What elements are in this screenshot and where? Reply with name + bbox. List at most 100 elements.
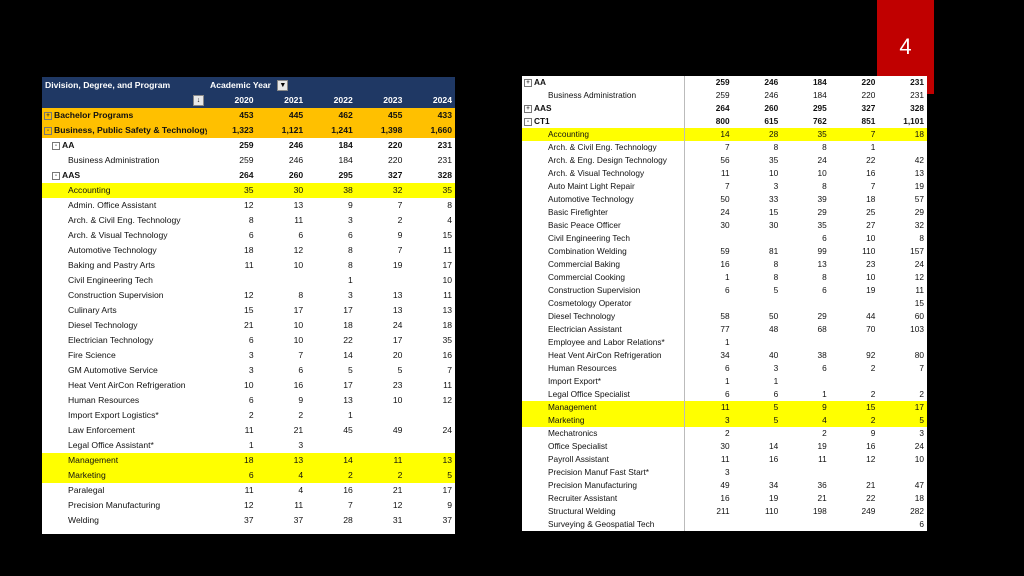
program-label: Mechatronics xyxy=(548,428,598,438)
table-row: Arch. & Eng. Design Technology 56 35 24 22 42 xyxy=(522,154,927,167)
left-pivot-table: Division, Degree, and Program Academic Y… xyxy=(42,77,455,534)
program-label-cell: Precision Manuf Fast Start* xyxy=(522,466,685,479)
value-cell: 2 xyxy=(822,428,827,438)
value-cell xyxy=(684,232,733,245)
program-label: Structural Welding xyxy=(548,506,616,516)
value-cell: 198 xyxy=(812,506,827,516)
sort-icon[interactable]: ↓ xyxy=(193,95,204,107)
value-cell: 56 xyxy=(720,155,730,165)
value-cell xyxy=(733,466,782,479)
program-label-cell: Civil Engineering Tech xyxy=(522,232,685,245)
value-cell: 6 xyxy=(207,468,257,483)
program-label: Civil Engineering Tech xyxy=(548,233,630,243)
program-label-cell: Precision Manufacturing xyxy=(522,479,685,492)
value-cell: 36 xyxy=(817,480,827,490)
value-cell: 11 xyxy=(244,425,254,435)
expand-icon[interactable]: + xyxy=(524,78,532,87)
value-cell: 327 xyxy=(861,103,876,113)
collapse-icon[interactable]: - xyxy=(52,141,60,150)
value-cell: 231 xyxy=(910,77,924,87)
value-cell: 16 xyxy=(293,380,304,390)
value-cell: 259 xyxy=(239,155,254,165)
value-cell: 3 xyxy=(724,467,730,477)
value-cell: 17 xyxy=(343,380,353,390)
value-cell: 8 xyxy=(298,290,304,300)
value-cell xyxy=(356,438,406,453)
header-row-top: Division, Degree, and Program Academic Y… xyxy=(42,77,455,93)
value-cell: 35 xyxy=(768,155,779,165)
value-cell xyxy=(878,375,927,388)
value-cell: 4 xyxy=(781,414,830,427)
program-label-cell: Heat Vent AirCon Refrigeration xyxy=(522,349,685,362)
program-label-cell: Accounting xyxy=(522,128,685,141)
value-cell: 47 xyxy=(914,480,924,490)
program-label: AA xyxy=(534,77,546,87)
program-label: Civil Engineering Tech xyxy=(68,275,153,285)
value-cell: 5 xyxy=(405,468,455,483)
right-pivot-table: + AA 259 246 184 220 231 Business Administratio… xyxy=(522,76,927,531)
program-label: Combination Welding xyxy=(548,246,627,256)
program-label: Electrician Assistant xyxy=(548,324,622,334)
value-cell: 7 xyxy=(397,200,403,210)
collapse-icon[interactable]: - xyxy=(44,126,52,135)
value-cell: 2 xyxy=(355,468,406,483)
program-label-cell: - Business, Public Safety & Technology xyxy=(42,123,207,138)
collapse-icon[interactable]: - xyxy=(524,117,532,126)
program-label-cell: Office Specialist xyxy=(522,440,685,453)
value-cell: 184 xyxy=(812,90,827,100)
table-row: Arch. & Civil Eng. Technology 8 11 3 2 4 xyxy=(42,213,455,228)
value-cell: 1 xyxy=(348,275,353,285)
value-cell: 5 xyxy=(348,365,353,375)
value-cell xyxy=(207,273,257,288)
table-row: Human Resources 6 3 6 2 7 xyxy=(522,362,927,375)
value-cell: 2 xyxy=(870,389,876,399)
value-cell: 45 xyxy=(343,425,353,435)
program-label: Surveying & Geospatial Tech xyxy=(548,519,655,529)
value-cell xyxy=(733,232,782,245)
table-row: Employee and Labor Relations* 1 xyxy=(522,336,927,349)
filter-dropdown-icon[interactable]: ▼ xyxy=(277,80,289,92)
table-row: Fire Science 3 7 14 20 16 xyxy=(42,348,455,363)
program-label-cell: Construction Supervision xyxy=(42,288,207,303)
table-row: Precision Manuf Fast Start* 3 xyxy=(522,466,927,479)
value-cell: 13 xyxy=(817,259,827,269)
program-label: Import Export Logistics* xyxy=(68,410,159,420)
program-label-cell: Arch. & Civil Eng. Technology xyxy=(522,141,685,154)
year-header: 2020 xyxy=(207,93,257,108)
value-cell: 35 xyxy=(442,335,452,345)
value-cell: 12 xyxy=(244,290,254,300)
program-label-cell: Accounting xyxy=(42,183,207,198)
table-row: Automotive Technology 50 33 39 18 57 xyxy=(522,193,927,206)
expand-icon[interactable]: + xyxy=(44,111,52,120)
value-cell: 14 xyxy=(306,453,356,468)
value-cell: 30 xyxy=(768,220,779,230)
table-row: Arch. & Visual Technology 6 6 6 9 15 xyxy=(42,228,455,243)
value-cell xyxy=(878,466,927,479)
slide-number: 4 xyxy=(899,34,912,59)
value-cell: 7 xyxy=(447,365,452,375)
value-cell: 11 xyxy=(915,285,924,295)
value-cell: 7 xyxy=(919,363,924,373)
value-cell: 455 xyxy=(355,108,406,123)
expand-icon[interactable]: + xyxy=(524,104,532,113)
value-cell: 35 xyxy=(817,220,827,230)
value-cell: 264 xyxy=(239,170,254,180)
table-row: Precision Manufacturing 12 11 7 12 9 xyxy=(42,498,455,513)
value-cell: 38 xyxy=(817,350,827,360)
table-row: Commercial Baking 16 8 13 23 24 xyxy=(522,258,927,271)
value-cell: 18 xyxy=(244,245,254,255)
program-label: Diesel Technology xyxy=(68,320,138,330)
value-cell: 260 xyxy=(288,170,304,180)
value-cell: 9 xyxy=(348,200,353,210)
table-row: Electrician Assistant 77 48 68 70 103 xyxy=(522,323,927,336)
collapse-icon[interactable]: - xyxy=(52,171,60,180)
value-cell: 35 xyxy=(405,183,455,198)
value-cell: 13 xyxy=(256,453,307,468)
value-cell: 12 xyxy=(914,272,924,282)
table-row: Construction Supervision 12 8 3 13 11 xyxy=(42,288,455,303)
value-cell: 16 xyxy=(768,454,779,464)
value-cell: 6 xyxy=(773,389,779,399)
program-label: Paralegal xyxy=(68,485,105,495)
value-cell: 9 xyxy=(870,428,876,438)
table-row: Accounting 35 30 38 32 35 xyxy=(42,183,455,198)
